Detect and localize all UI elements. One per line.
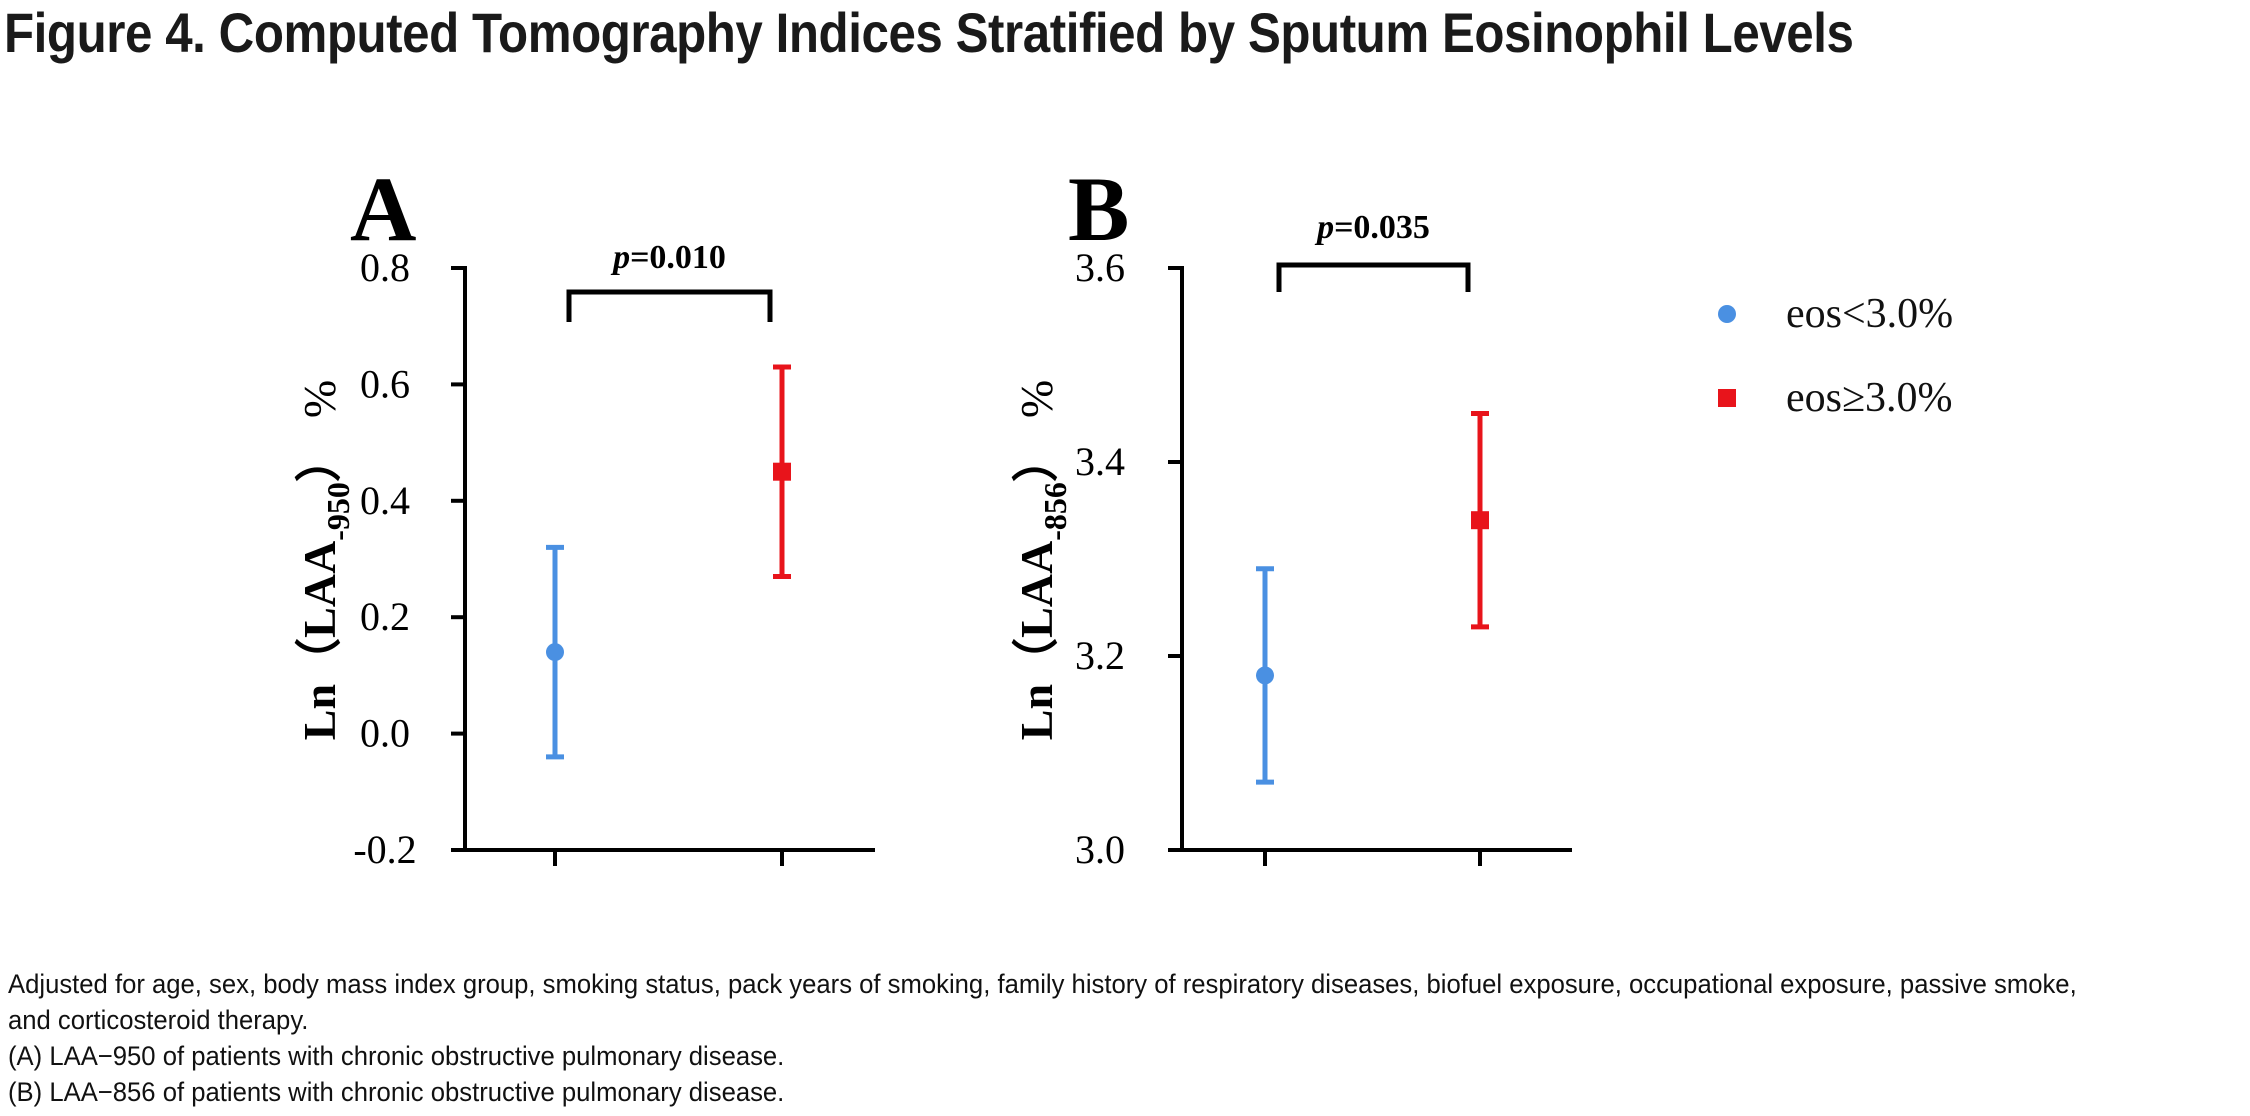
blue-circle-marker-icon	[1718, 305, 1736, 323]
panel-b: 3.0 3.2 3.4 3.6B Ln（LAA-856）% p=0.035	[1011, 158, 1572, 872]
legend: eos<3.0% eos≥3.0%	[1718, 272, 1953, 440]
caption-line: Adjusted for age, sex, body mass index g…	[8, 969, 2077, 999]
significance-bracket	[566, 289, 773, 322]
y-axis-label: Ln（LAA-950）%	[294, 380, 356, 740]
figure-caption: Adjusted for age, sex, body mass index g…	[8, 966, 2248, 1110]
y-tick-label: 3.6	[1075, 245, 1125, 290]
y-tick-label: 3.0	[1075, 827, 1125, 872]
y-tick-label: 3.4	[1075, 439, 1125, 484]
p-value-number: =0.035	[1334, 209, 1430, 246]
legend-label: eos<3.0%	[1786, 291, 1954, 337]
y-axis-label-unit: %	[294, 380, 345, 418]
panel-a: -0.2 0.0 0.2 0.4 0.6 0.8A Ln（LAA-950）% p=0.010	[294, 158, 875, 872]
panel-label: A	[350, 158, 416, 260]
y-axis-label-subscript: -950	[320, 482, 356, 541]
data-point-square	[1471, 511, 1489, 530]
y-tick-label: 0.2	[360, 594, 410, 639]
p-value-prefix: p	[1314, 209, 1334, 246]
legend-item-low-eos: eos<3.0%	[1718, 272, 1953, 356]
y-tick-label: 0.6	[360, 361, 410, 406]
y-axis-label-close: ）	[294, 436, 345, 482]
figure-title: Figure 4. Computed Tomography Indices St…	[4, 1, 1854, 64]
caption-line: (B) LAA−856 of patients with chronic obs…	[8, 1077, 785, 1107]
y-tick-label: 0.4	[360, 478, 410, 523]
legend-label: eos≥3.0%	[1786, 375, 1953, 421]
p-value-label: p=0.010	[610, 239, 726, 276]
y-tick-label: 0.8	[360, 245, 410, 290]
p-value-prefix: p	[610, 239, 630, 276]
p-value-label: p=0.035	[1314, 209, 1430, 246]
panel-label: B	[1068, 158, 1129, 260]
caption-line: (A) LAA−950 of patients with chronic obs…	[8, 1041, 785, 1071]
y-axis-label-subscript: -856	[1037, 482, 1073, 541]
y-axis-label-main: Ln（LAA	[1011, 541, 1062, 740]
data-point-circle	[546, 643, 564, 662]
legend-item-high-eos: eos≥3.0%	[1718, 356, 1953, 440]
y-tick-label: 0.0	[360, 711, 410, 756]
y-axis-label-close: ）	[1011, 436, 1062, 482]
y-axis-label: Ln（LAA-856）%	[1011, 380, 1073, 740]
red-square-marker-icon	[1718, 389, 1736, 407]
data-point-square	[773, 462, 791, 481]
y-axis-label-main: Ln（LAA	[294, 541, 345, 740]
y-tick-label: 3.2	[1075, 633, 1125, 678]
significance-bracket	[1276, 262, 1471, 292]
data-point-circle	[1256, 666, 1274, 685]
y-tick-label: -0.2	[353, 827, 416, 872]
caption-line: and corticosteroid therapy.	[8, 1005, 309, 1035]
y-axis-label-unit: %	[1011, 380, 1062, 418]
p-value-number: =0.010	[630, 239, 726, 276]
